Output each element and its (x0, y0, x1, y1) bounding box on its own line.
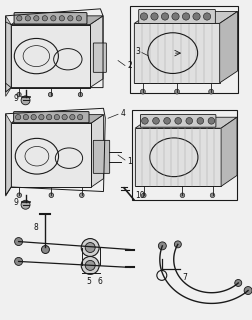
Circle shape (140, 13, 147, 20)
Polygon shape (6, 16, 11, 96)
Polygon shape (6, 114, 11, 196)
Circle shape (208, 89, 213, 94)
Circle shape (21, 96, 30, 105)
Text: 4: 4 (120, 109, 125, 118)
Circle shape (185, 117, 192, 124)
Text: 5: 5 (86, 277, 91, 286)
FancyBboxPatch shape (93, 140, 109, 173)
Polygon shape (11, 16, 103, 25)
Circle shape (77, 115, 82, 120)
Circle shape (174, 89, 179, 94)
Circle shape (141, 193, 146, 198)
Circle shape (192, 13, 199, 20)
Circle shape (23, 115, 28, 120)
Polygon shape (135, 117, 236, 128)
Circle shape (76, 16, 81, 21)
Circle shape (15, 115, 21, 120)
Circle shape (203, 13, 210, 20)
FancyBboxPatch shape (140, 115, 215, 127)
Circle shape (39, 115, 44, 120)
Text: 6: 6 (97, 277, 102, 286)
Polygon shape (11, 123, 91, 187)
Circle shape (48, 92, 52, 97)
Circle shape (85, 260, 95, 270)
Circle shape (209, 193, 214, 198)
Text: 1: 1 (127, 157, 132, 166)
Circle shape (171, 13, 178, 20)
FancyBboxPatch shape (93, 43, 106, 72)
Circle shape (174, 117, 181, 124)
Circle shape (141, 117, 148, 124)
Circle shape (150, 13, 158, 20)
Polygon shape (11, 115, 103, 123)
Text: 9: 9 (13, 198, 18, 207)
Circle shape (140, 89, 145, 94)
Text: 2: 2 (127, 61, 132, 70)
FancyBboxPatch shape (14, 112, 89, 123)
Circle shape (174, 241, 181, 248)
Circle shape (49, 193, 53, 197)
Circle shape (59, 16, 64, 21)
Circle shape (161, 13, 168, 20)
Text: 8: 8 (33, 223, 38, 232)
FancyBboxPatch shape (138, 9, 214, 24)
Circle shape (15, 237, 22, 245)
Circle shape (42, 16, 47, 21)
FancyBboxPatch shape (14, 12, 87, 24)
Polygon shape (220, 117, 236, 186)
Polygon shape (135, 128, 220, 186)
Circle shape (34, 16, 39, 21)
Circle shape (152, 117, 159, 124)
Circle shape (62, 115, 67, 120)
Circle shape (69, 115, 75, 120)
Circle shape (17, 92, 21, 97)
Circle shape (15, 258, 22, 265)
Circle shape (207, 117, 214, 124)
Circle shape (46, 115, 52, 120)
Text: 7: 7 (181, 273, 186, 282)
Circle shape (31, 115, 36, 120)
Circle shape (196, 117, 203, 124)
Circle shape (21, 200, 30, 209)
Circle shape (17, 193, 21, 197)
Circle shape (81, 256, 99, 274)
Circle shape (81, 239, 99, 256)
Circle shape (68, 16, 73, 21)
Circle shape (25, 16, 30, 21)
Polygon shape (11, 25, 89, 88)
Circle shape (79, 193, 84, 197)
Circle shape (54, 115, 59, 120)
Text: 3: 3 (135, 47, 140, 56)
Circle shape (85, 243, 95, 252)
Polygon shape (91, 115, 103, 187)
Circle shape (243, 286, 251, 294)
Polygon shape (134, 23, 219, 83)
Polygon shape (219, 12, 237, 83)
Circle shape (163, 117, 170, 124)
Circle shape (17, 16, 22, 21)
Text: 9: 9 (13, 94, 18, 103)
Circle shape (179, 193, 184, 198)
Circle shape (41, 245, 49, 253)
Text: 10: 10 (135, 191, 144, 200)
Polygon shape (89, 16, 103, 88)
Circle shape (50, 16, 56, 21)
Circle shape (234, 279, 241, 286)
Polygon shape (134, 12, 237, 23)
Circle shape (182, 13, 189, 20)
Circle shape (78, 92, 82, 97)
Circle shape (158, 242, 166, 250)
